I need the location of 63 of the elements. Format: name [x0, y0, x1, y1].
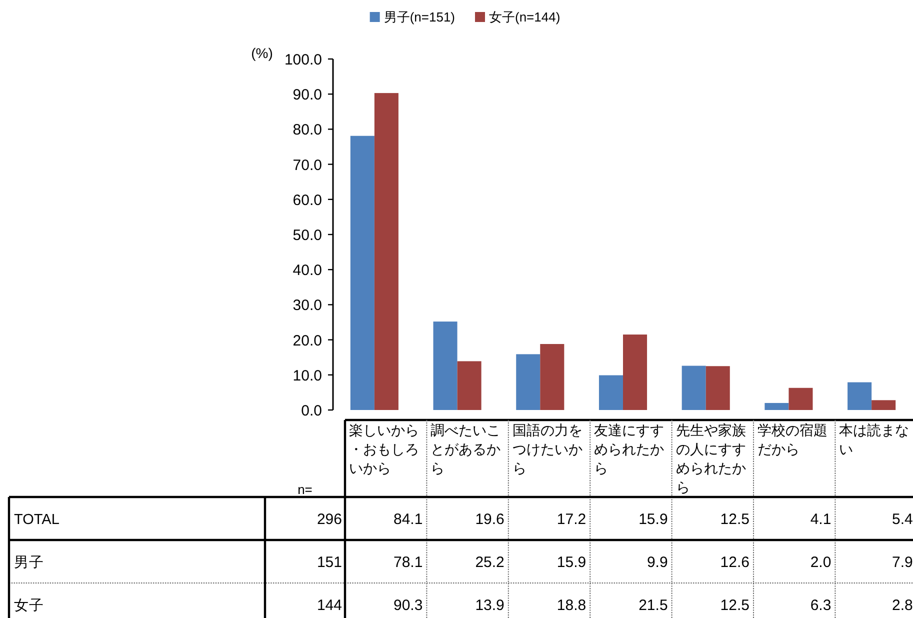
- bar: [516, 354, 540, 410]
- data-label: 15.9: [556, 554, 586, 571]
- text: TOTAL: [14, 512, 60, 528]
- x-tick-label: 学校の宿題だから: [758, 422, 828, 457]
- x-tick-label: 友達にすすめられたから: [594, 422, 664, 476]
- x-tick-label: 先生や家族の人にすすめられたから: [676, 422, 746, 495]
- text: 19.6: [475, 511, 504, 528]
- bar: [540, 344, 564, 410]
- bar: [788, 388, 813, 410]
- text: 5.4: [892, 511, 913, 528]
- x-tick-label: 調べたいことがあるから: [430, 422, 501, 476]
- bar: [682, 366, 706, 410]
- text: 17.2: [556, 511, 586, 528]
- bar: [848, 382, 872, 410]
- text: 151: [316, 554, 342, 571]
- text: 女子: [14, 598, 44, 614]
- data-label: 12.5: [720, 597, 750, 614]
- y-tick-label: 30.0: [292, 297, 322, 314]
- text: 12.5: [720, 511, 750, 528]
- y-tick-label: 20.0: [292, 332, 322, 350]
- y-tick-label: 0.0: [301, 402, 322, 420]
- y-tick-label: 70.0: [292, 156, 322, 174]
- bar: [623, 334, 648, 410]
- data-label: 25.2: [475, 554, 504, 571]
- bar: [350, 136, 374, 410]
- data-label: 90.3: [393, 597, 423, 614]
- y-tick-label: 80.0: [292, 122, 322, 139]
- text: 296: [316, 511, 342, 528]
- bar: [706, 366, 730, 410]
- data-label: 21.5: [638, 597, 668, 614]
- bar: [598, 375, 623, 410]
- data-label: 12.6: [720, 554, 750, 571]
- text: 4.1: [810, 511, 832, 528]
- data-label: 2.8: [892, 597, 913, 614]
- data-label: 7.9: [892, 554, 913, 571]
- x-tick-label: 国語の力をつけたいから: [512, 422, 582, 476]
- text: 144: [316, 597, 342, 614]
- text: 84.1: [393, 511, 423, 528]
- data-label: 6.3: [810, 597, 832, 614]
- x-tick-label: 楽しいから・おもしろいから: [349, 422, 419, 476]
- text: n=: [298, 482, 312, 497]
- y-tick-label: 50.0: [292, 227, 322, 244]
- data-label: 9.9: [646, 554, 668, 571]
- legend-label: 男子(n=151): [384, 10, 455, 24]
- data-label: 13.9: [475, 597, 504, 614]
- bar: [764, 402, 789, 410]
- data-label: 78.1: [393, 554, 423, 571]
- y-axis-title: (%): [251, 45, 273, 61]
- y-tick-label: 40.0: [292, 262, 322, 280]
- y-tick-label: 10.0: [292, 367, 322, 384]
- y-tick-label: 100.0: [284, 52, 322, 68]
- legend-label: 女子(n=144): [489, 10, 560, 24]
- y-tick-label: 60.0: [292, 192, 322, 209]
- data-label: 18.8: [556, 597, 586, 614]
- bar: [433, 322, 458, 410]
- data-label: 2.0: [810, 554, 832, 571]
- y-tick-label: 90.0: [292, 86, 322, 104]
- text: 男子: [14, 555, 44, 571]
- bar: [872, 400, 896, 410]
- x-tick-label: 本は読まない: [839, 422, 910, 457]
- text: 15.9: [638, 511, 668, 528]
- bar: [457, 361, 482, 410]
- bar: [374, 93, 398, 410]
